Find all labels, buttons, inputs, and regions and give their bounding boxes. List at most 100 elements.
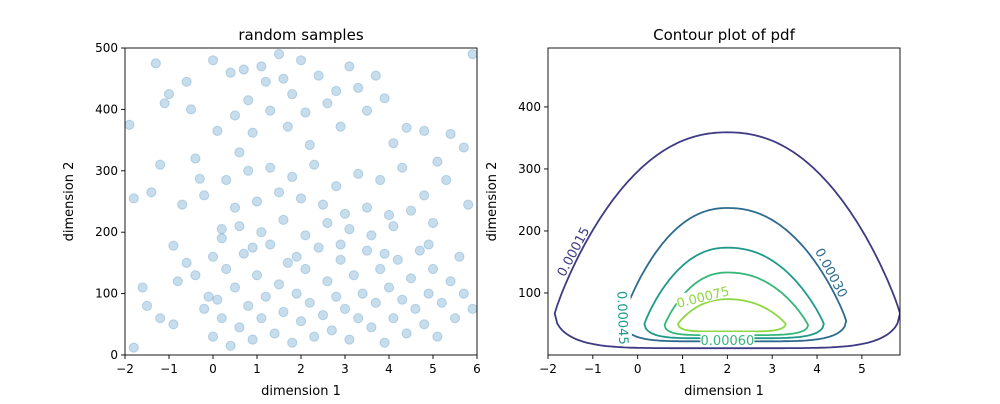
scatter-chart: −2 −1 0 1 2 3 4 5 6 0 100 200 300 400 500 random sample…	[62, 26, 481, 399]
scatter-point	[449, 313, 461, 324]
scatter-point	[397, 294, 408, 305]
scatter-point	[234, 322, 245, 333]
scatter-point	[357, 288, 368, 299]
scatter-point	[405, 205, 417, 216]
scatter-point	[243, 300, 254, 311]
x-tick-label: 3	[341, 362, 349, 376]
scatter-point	[278, 306, 289, 318]
scatter-point	[247, 242, 258, 253]
scatter-point	[383, 282, 395, 293]
x-tick-label: −2	[116, 362, 134, 376]
axes-frame	[547, 47, 901, 356]
x-tick-label: 3	[768, 362, 776, 376]
scatter-point	[454, 251, 465, 262]
y-axis-label: dimension 2	[62, 162, 77, 242]
scatter-point	[229, 202, 241, 213]
chart-title: random samples	[238, 26, 363, 44]
x-tick-label: 0	[209, 362, 217, 376]
scatter-point	[335, 254, 346, 265]
scatter-point	[150, 58, 161, 69]
contour-line-4	[676, 298, 787, 333]
scatter-point	[287, 89, 298, 100]
scatter-point	[256, 227, 267, 238]
scatter-point	[273, 279, 285, 290]
x-tick-label: 5	[858, 362, 866, 376]
scatter-point	[388, 313, 399, 324]
scatter-point	[125, 119, 135, 130]
scatter-point	[401, 328, 412, 339]
scatter-point	[137, 282, 148, 293]
scatter-point	[207, 55, 219, 66]
scatter-point	[353, 168, 364, 179]
scatter-point	[234, 221, 245, 232]
scatter-point	[199, 190, 210, 201]
scatter-point	[348, 270, 359, 281]
scatter-point	[177, 199, 188, 210]
scatter-point	[273, 49, 285, 60]
scatter-point	[419, 319, 430, 330]
scatter-point	[291, 251, 302, 262]
scatter-point	[185, 104, 197, 115]
scatter-point	[392, 254, 403, 265]
scatter-point	[366, 230, 377, 241]
contour-label: 0.00060	[701, 334, 755, 349]
scatter-point	[397, 162, 408, 173]
y-tick-label: 300	[518, 162, 541, 176]
scatter-point	[375, 174, 386, 186]
scatter-point	[309, 159, 320, 170]
scatter-point	[379, 93, 390, 104]
scatter-point	[295, 316, 307, 327]
scatter-point	[388, 221, 399, 232]
scatter-point	[339, 208, 351, 219]
scatter-point	[190, 153, 201, 164]
y-tick-label: 500	[95, 41, 118, 55]
scatter-point	[379, 337, 390, 348]
scatter-point	[361, 245, 373, 256]
scatter-point	[463, 199, 474, 210]
plot-area	[125, 49, 477, 353]
scatter-point	[287, 337, 298, 348]
scatter-point	[458, 142, 469, 153]
scatter-point	[247, 334, 258, 345]
scatter-point	[383, 209, 395, 221]
x-tick-label: 2	[724, 362, 732, 376]
scatter-point	[317, 199, 329, 210]
contour-label-bg	[674, 282, 731, 310]
scatter-point	[322, 217, 333, 229]
scatter-point	[331, 85, 342, 97]
scatter-point	[313, 70, 324, 81]
scatter-point	[304, 297, 315, 308]
scatter-point	[335, 239, 346, 250]
scatter-point	[339, 303, 351, 314]
scatter-point	[361, 105, 373, 116]
scatter-point	[458, 288, 469, 299]
scatter-point	[282, 257, 293, 268]
scatter-point	[168, 240, 179, 251]
scatter-point	[168, 319, 179, 330]
scatter-point	[203, 291, 214, 302]
scatter-point	[427, 217, 439, 229]
scatter-point	[190, 270, 201, 281]
scatter-point	[344, 224, 355, 235]
scatter-point	[159, 98, 170, 109]
x-tick-label: −2	[539, 362, 557, 376]
x-tick-label: 4	[385, 362, 393, 376]
y-tick-label: 200	[95, 225, 118, 239]
scatter-point	[216, 313, 227, 324]
scatter-point	[370, 70, 381, 81]
scatter-point	[379, 248, 390, 259]
y-tick-label: 200	[518, 224, 541, 238]
scatter-point	[181, 257, 192, 268]
scatter-point	[273, 187, 285, 198]
contour-label: 0.00045	[613, 291, 630, 345]
x-tick-label: 2	[297, 362, 305, 376]
scatter-point	[388, 138, 399, 149]
scatter-point	[467, 303, 477, 314]
scatter-point	[278, 73, 289, 84]
scatter-point	[221, 263, 232, 275]
scatter-point	[172, 276, 183, 287]
scatter-point	[423, 288, 434, 299]
scatter-point	[401, 122, 412, 133]
scatter-point	[238, 64, 249, 75]
y-tick-label: 100	[95, 287, 118, 301]
